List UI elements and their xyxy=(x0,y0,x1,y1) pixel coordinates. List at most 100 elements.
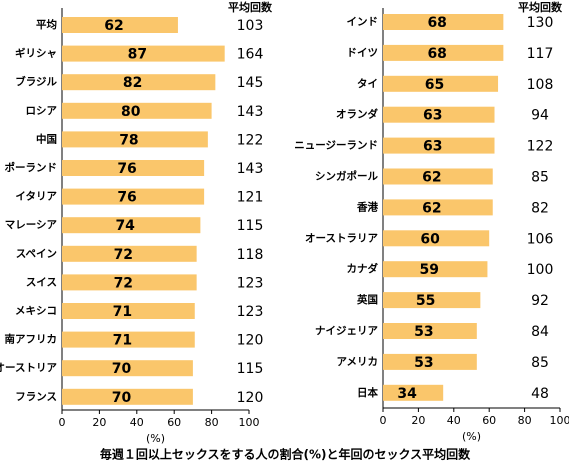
count-label: 85 xyxy=(531,170,549,186)
bar xyxy=(383,106,495,123)
bar xyxy=(62,102,212,119)
category-label: ブラジル xyxy=(15,75,57,88)
value-label: 74 xyxy=(115,218,135,234)
category-label: イタリア xyxy=(15,191,57,203)
bar xyxy=(383,230,490,247)
bar xyxy=(383,44,504,61)
count-label: 122 xyxy=(237,132,264,148)
hdr: 平均回数 xyxy=(228,0,273,14)
bar xyxy=(383,292,481,309)
x-tick-label: 40 xyxy=(130,416,144,429)
value-label: 68 xyxy=(427,15,446,31)
count-label: 118 xyxy=(237,247,264,263)
bar xyxy=(383,353,477,370)
value-label: 62 xyxy=(104,18,123,34)
bar xyxy=(383,199,493,216)
bar xyxy=(383,323,477,339)
value-label: 63 xyxy=(423,139,442,155)
x-tick-label: 100 xyxy=(550,414,569,427)
category-label: 日本 xyxy=(357,386,378,399)
category-label: カナダ xyxy=(347,262,379,275)
value-label: 72 xyxy=(114,247,133,263)
bar xyxy=(383,75,499,92)
value-label: 70 xyxy=(112,390,132,406)
category-label: 香港 xyxy=(356,200,378,213)
category-label: ニュージーランド xyxy=(294,140,378,152)
category-label: ロシア xyxy=(26,105,58,117)
value-label: 76 xyxy=(117,190,136,206)
bar xyxy=(62,360,193,377)
hdr: 平均回数 xyxy=(518,0,563,14)
category-label: インド xyxy=(347,16,379,28)
count-label: 120 xyxy=(237,333,264,349)
count-label: 145 xyxy=(237,75,264,91)
count-label: 130 xyxy=(527,15,554,31)
count-label: 85 xyxy=(531,355,549,371)
value-label: 72 xyxy=(114,275,133,291)
category-label: タイ xyxy=(357,78,378,90)
value-label: 70 xyxy=(112,361,132,377)
bar xyxy=(62,303,195,319)
category-label: オランダ xyxy=(336,108,378,121)
x-tick-label: 60 xyxy=(167,416,181,429)
x-axis-label: (%) xyxy=(462,430,481,443)
value-label: 62 xyxy=(422,200,441,216)
count-label: 123 xyxy=(237,275,264,291)
category-label: アメリカ xyxy=(337,356,378,368)
count-label: 108 xyxy=(527,77,554,93)
value-label: 55 xyxy=(416,293,435,309)
category-label: ポーランド xyxy=(5,161,58,174)
x-tick-label: 40 xyxy=(447,414,461,427)
category-label: フランス xyxy=(15,391,57,403)
x-tick-label: 20 xyxy=(411,414,425,427)
category-label: オーストリア xyxy=(0,362,57,374)
value-label: 68 xyxy=(427,46,446,62)
category-label: オーストラリア xyxy=(305,232,378,244)
value-label: 34 xyxy=(397,386,417,402)
count-label: 164 xyxy=(237,47,264,63)
category-label: 南アフリカ xyxy=(5,333,58,346)
category-label: シンガポール xyxy=(315,170,378,183)
count-label: 94 xyxy=(531,108,549,124)
count-label: 122 xyxy=(527,139,554,155)
value-label: 78 xyxy=(119,132,138,148)
x-tick-label: 60 xyxy=(482,414,496,427)
category-label: 平均 xyxy=(36,18,57,31)
category-label: 英国 xyxy=(356,293,378,306)
bar xyxy=(62,245,197,262)
bar xyxy=(383,384,444,401)
value-label: 65 xyxy=(425,77,444,93)
value-label: 53 xyxy=(414,324,433,340)
bar xyxy=(62,217,201,234)
x-tick-label: 0 xyxy=(380,414,387,427)
count-label: 143 xyxy=(237,104,264,120)
value-label: 60 xyxy=(420,231,440,247)
count-label: 121 xyxy=(237,190,264,206)
count-label: 120 xyxy=(237,390,264,406)
bar xyxy=(62,331,195,348)
count-label: 103 xyxy=(237,18,264,34)
count-label: 117 xyxy=(527,46,554,62)
count-label: 115 xyxy=(237,361,264,377)
category-label: メキシコ xyxy=(15,305,57,317)
count-label: 84 xyxy=(531,324,549,340)
x-axis-label: (%) xyxy=(146,432,165,445)
count-label: 82 xyxy=(531,200,549,216)
value-label: 80 xyxy=(121,104,141,120)
x-tick-label: 0 xyxy=(59,416,66,429)
category-label: ドイツ xyxy=(347,47,379,59)
x-tick-label: 80 xyxy=(518,414,532,427)
count-label: 100 xyxy=(527,262,554,278)
x-tick-label: 80 xyxy=(205,416,219,429)
category-label: ギリシャ xyxy=(15,47,57,60)
bar xyxy=(62,160,205,176)
category-label: スイス xyxy=(26,276,57,288)
value-label: 76 xyxy=(117,161,136,177)
category-label: マレーシア xyxy=(5,219,58,231)
count-label: 48 xyxy=(531,386,549,402)
bar xyxy=(62,45,225,62)
x-tick-label: 100 xyxy=(239,416,260,429)
bar xyxy=(62,74,216,91)
count-label: 115 xyxy=(237,218,264,234)
